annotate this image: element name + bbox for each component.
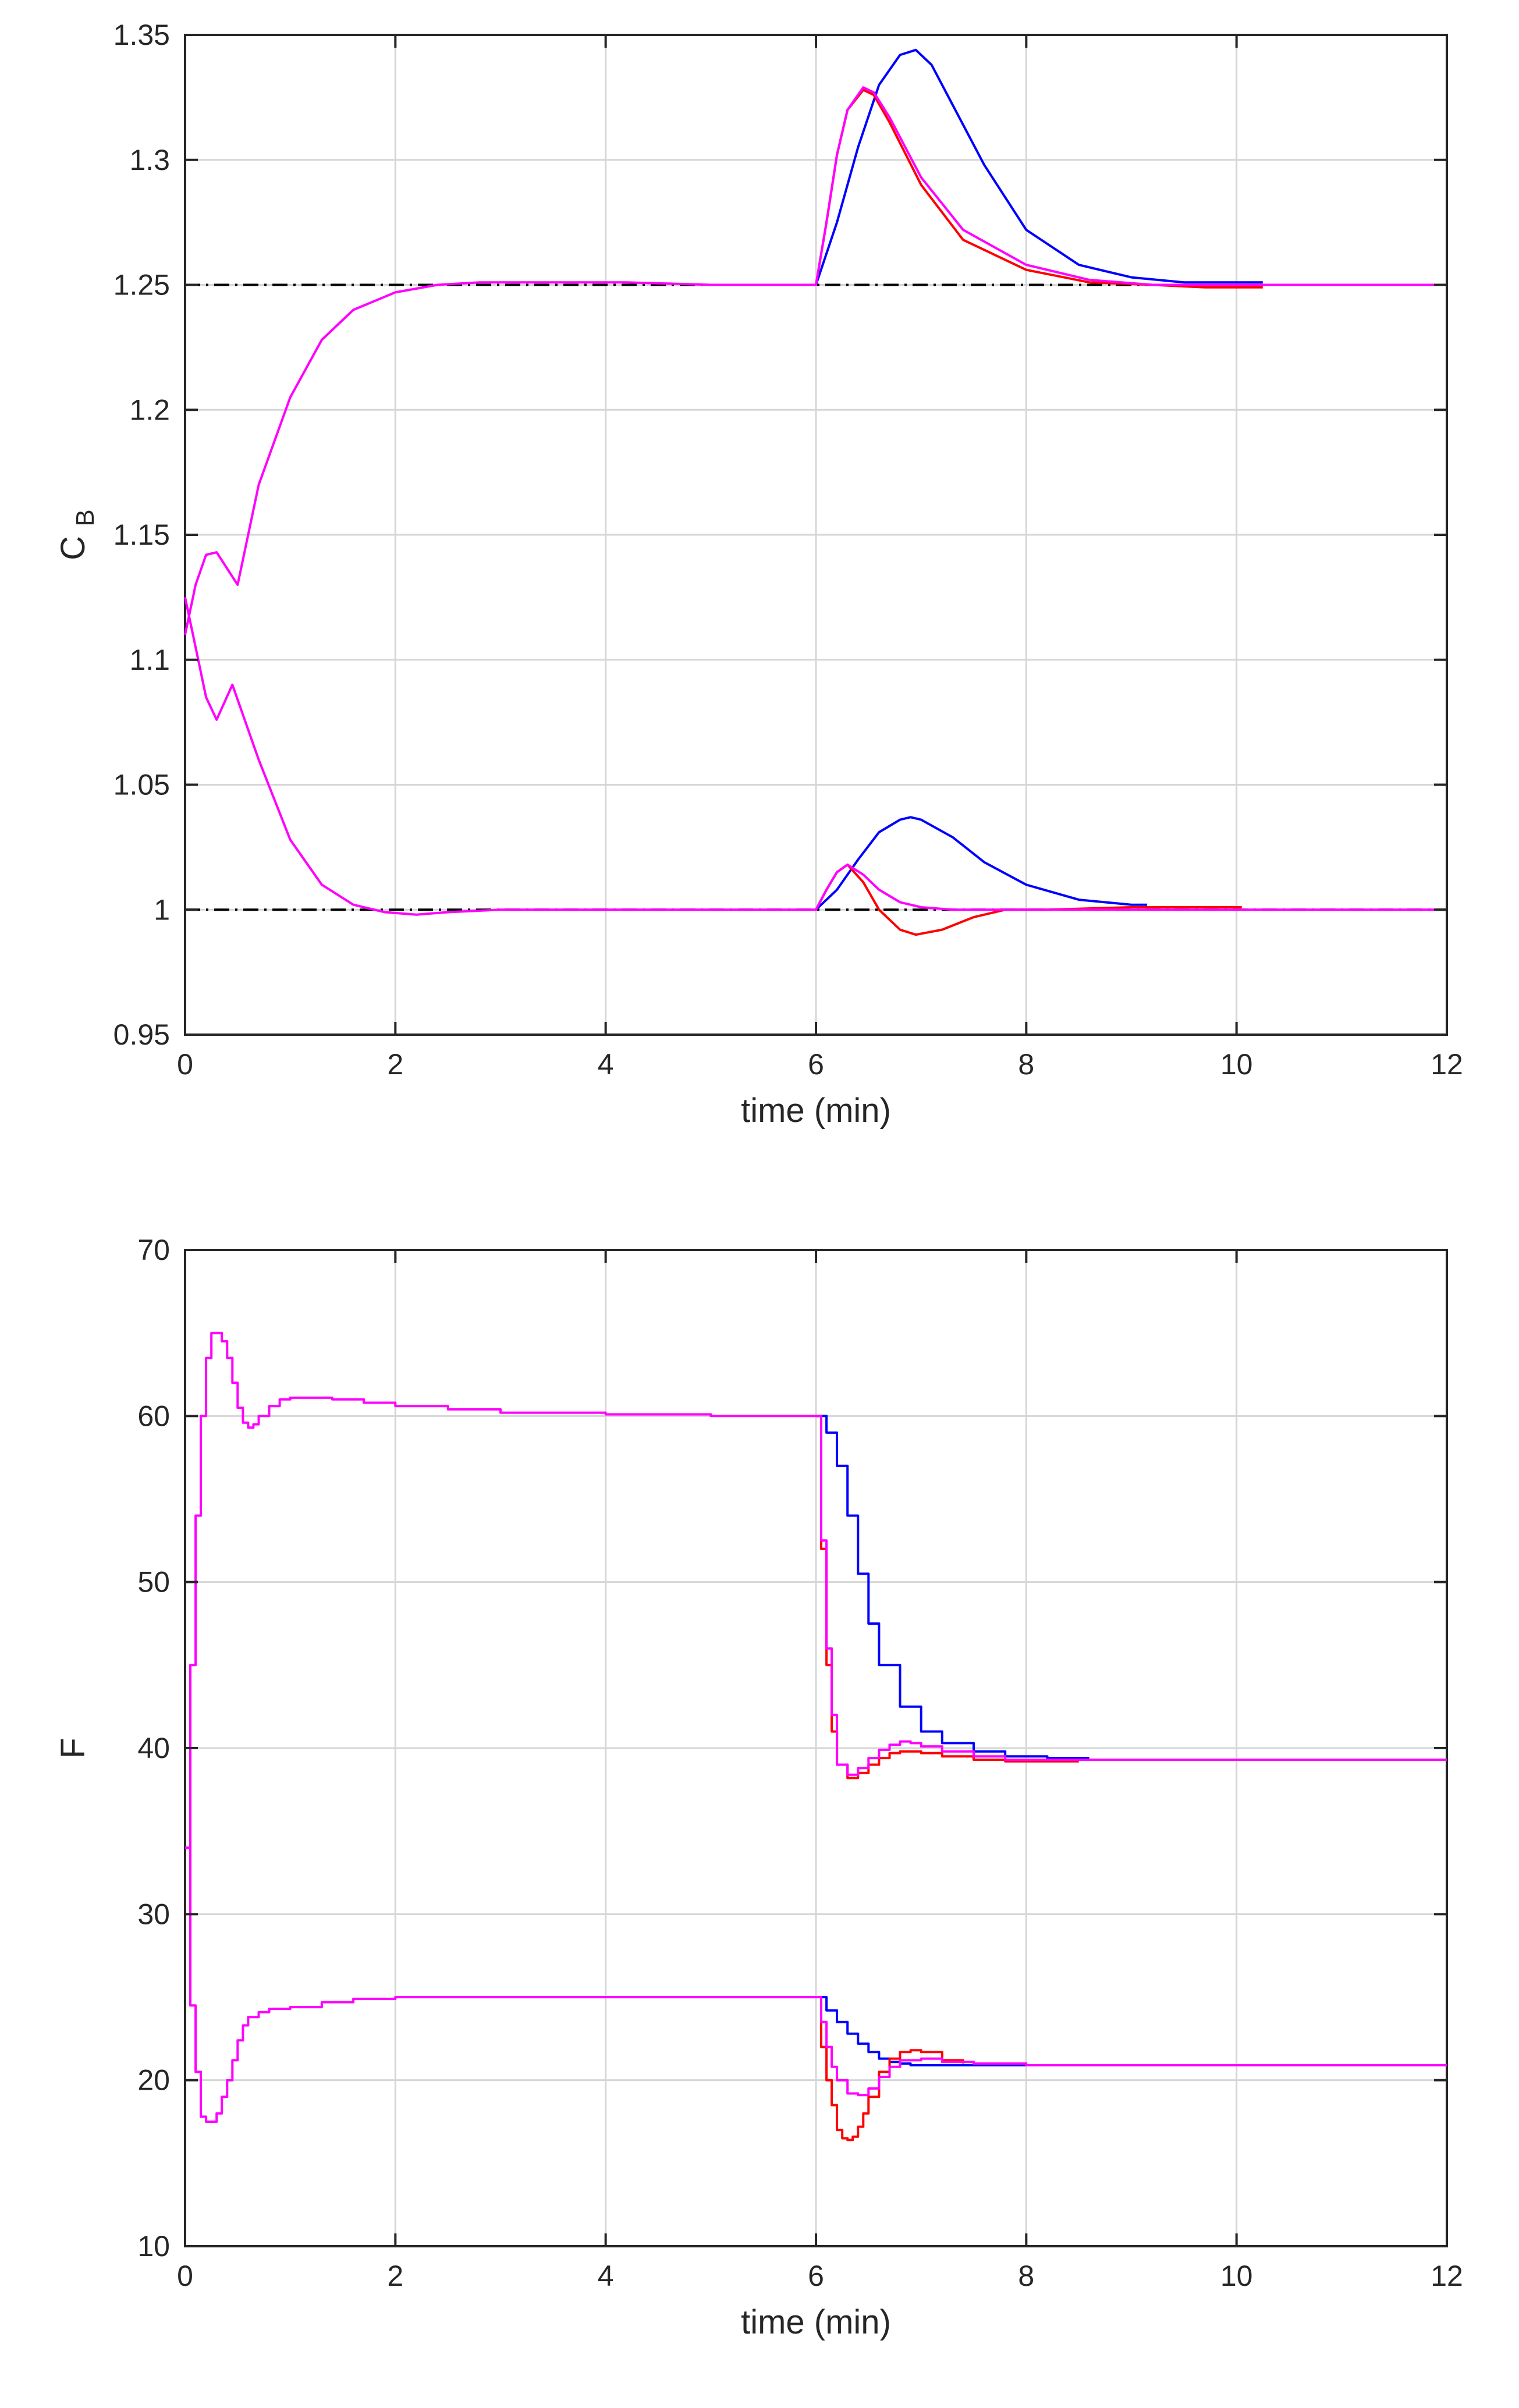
cb-series-high-setpoint-magenta	[184, 86, 1447, 635]
f-x-tick-label: 6	[808, 2260, 824, 2292]
cb-y-tick-label: 1	[154, 893, 170, 926]
cb-y-axis-label-subscript: B	[71, 509, 100, 526]
cb-x-tick-label: 6	[808, 1048, 824, 1081]
f-x-tick-label: 12	[1431, 2260, 1463, 2292]
f-x-tick-label: 4	[598, 2260, 614, 2292]
f-y-tick-label: 50	[137, 1566, 170, 1599]
cb-series-high-setpoint-blue	[815, 48, 1263, 286]
f-ticks	[184, 1249, 1448, 2247]
cb-ticks	[184, 34, 1448, 1036]
f-y-tick-label: 40	[137, 1732, 170, 1764]
cb-plot: 0 2 4 6 8 10 12 0.95 1 1.05 1.1 1.15 1.2 1.25 1.3 1.35…	[54, 19, 1463, 1130]
f-series-low-flow-blue	[816, 1996, 1037, 2066]
f-y-axis-label: F	[54, 1738, 92, 1758]
cb-y-tick-label: 1.2	[129, 393, 170, 426]
cb-y-tick-label: 1.25	[113, 269, 170, 301]
f-y-tick-label: 20	[137, 2064, 170, 2097]
f-series-low-flow-red	[816, 1996, 964, 2141]
cb-x-tick-label: 0	[177, 1048, 193, 1081]
cb-x-tick-label: 2	[387, 1048, 403, 1081]
f-y-tick-label: 30	[137, 1898, 170, 1930]
cb-series-low-setpoint-magenta	[184, 596, 1447, 916]
f-x-tick-labels: 0 2 4 6 8 10 12	[177, 2260, 1463, 2292]
f-series-low-flow-magenta	[185, 1846, 1447, 2123]
f-x-tick-label: 0	[177, 2260, 193, 2292]
f-y-tick-label: 70	[137, 1234, 170, 1266]
f-x-tick-label: 8	[1018, 2260, 1034, 2292]
cb-y-tick-labels: 0.95 1 1.05 1.1 1.15 1.2 1.25 1.3 1.35	[113, 19, 170, 1051]
cb-y-tick-label: 1.3	[129, 144, 170, 176]
cb-x-tick-label: 10	[1220, 1048, 1253, 1081]
cb-y-tick-label: 1.35	[113, 19, 170, 51]
cb-x-tick-label: 12	[1431, 1048, 1463, 1081]
f-y-tick-label: 60	[137, 1400, 170, 1432]
f-x-tick-label: 2	[387, 2260, 403, 2292]
cb-y-tick-label: 1.15	[113, 518, 170, 551]
cb-y-tick-label: 0.95	[113, 1018, 170, 1051]
f-grid	[185, 1250, 1447, 2246]
cb-y-axis-label: C B	[54, 509, 100, 560]
f-x-tick-label: 10	[1220, 2260, 1253, 2292]
cb-x-tick-label: 8	[1018, 1048, 1034, 1081]
cb-series	[184, 48, 1447, 936]
cb-y-axis-label-main: C	[54, 536, 92, 560]
cb-series-low-setpoint-blue	[815, 816, 1148, 911]
f-x-axis-label: time (min)	[741, 2303, 891, 2341]
cb-y-tick-label: 1.1	[129, 644, 170, 676]
f-series-high-flow-blue	[816, 1415, 1089, 1760]
cb-x-tick-label: 4	[598, 1048, 614, 1081]
cb-x-tick-labels: 0 2 4 6 8 10 12	[177, 1048, 1463, 1081]
f-y-tick-label: 10	[137, 2230, 170, 2263]
f-series-high-flow-magenta	[185, 1331, 1447, 1849]
f-plot: 0 2 4 6 8 10 12 10 20 30 40 50 60 70 time (min) F	[54, 1234, 1463, 2341]
cb-x-axis-label: time (min)	[741, 1092, 891, 1130]
f-series	[185, 1331, 1447, 2141]
cb-y-tick-label: 1.05	[113, 769, 170, 801]
f-y-tick-labels: 10 20 30 40 50 60 70	[137, 1234, 170, 2263]
